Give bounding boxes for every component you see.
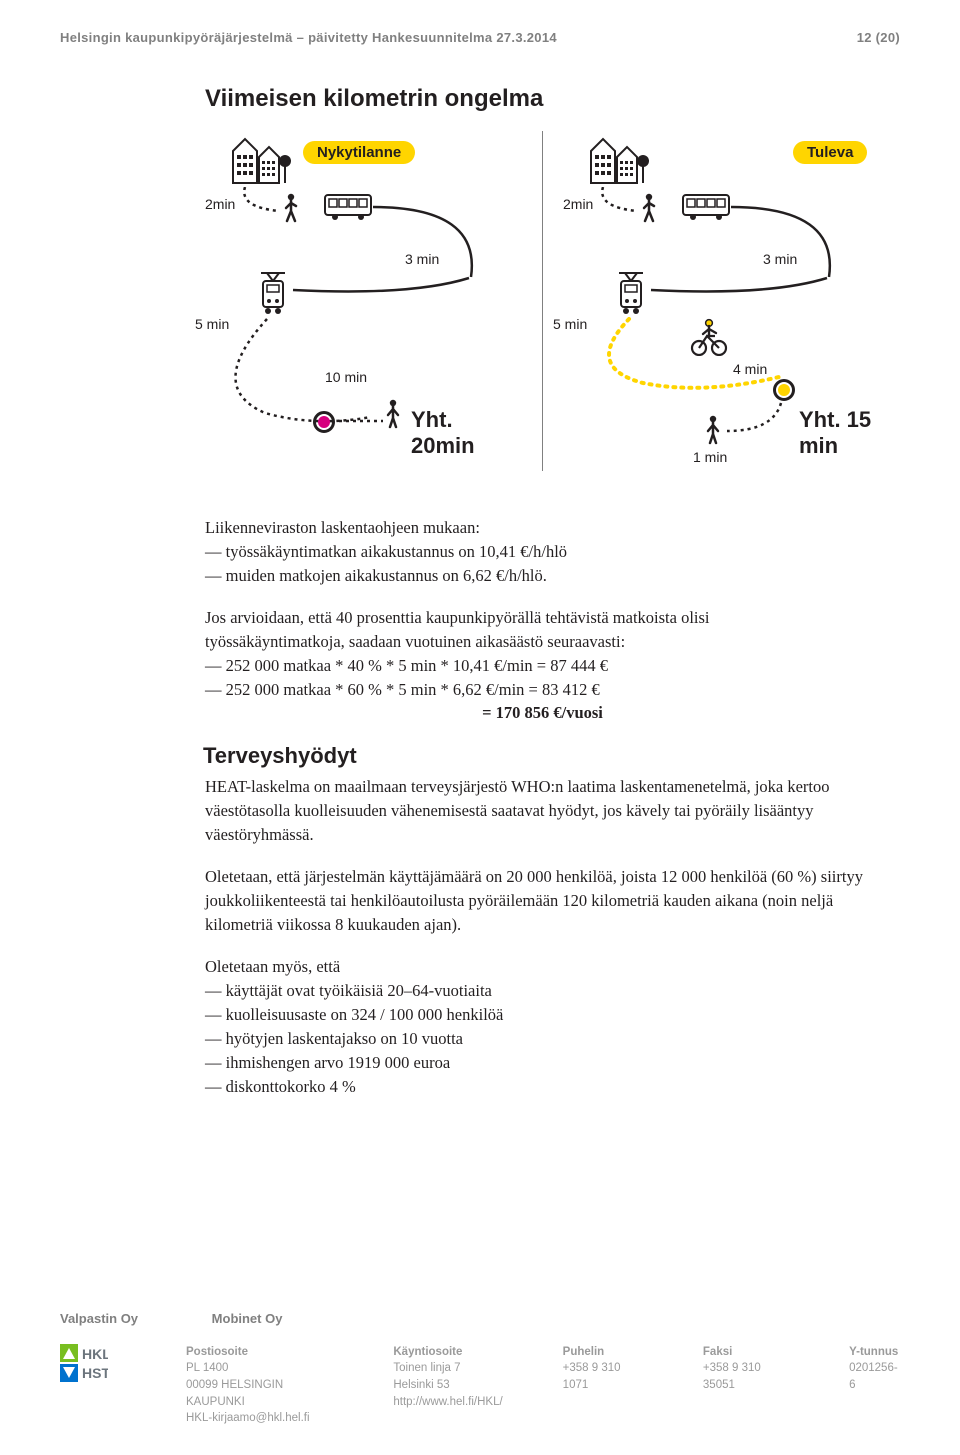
paragraph-4: Oletetaan, että järjestelmän käyttäjämää… xyxy=(205,865,880,937)
paragraph-3: HEAT-laskelma on maailmaan terveysjärjes… xyxy=(205,775,880,847)
dashed-path-1 xyxy=(239,187,289,224)
dashed-path-3 xyxy=(723,401,783,446)
svg-text:HST: HST xyxy=(82,1365,108,1381)
label-2min: 2min xyxy=(563,196,593,212)
dashed-path-3 xyxy=(337,413,387,438)
page-footer: Valpastin Oy Mobinet Oy HKL HST Postioso… xyxy=(60,1311,900,1427)
panel-divider xyxy=(542,131,543,471)
building-icon xyxy=(231,131,291,190)
solid-path-1 xyxy=(729,201,849,286)
solid-path-2 xyxy=(649,276,829,311)
panel-current: Nykytilanne 2min 3 min xyxy=(205,131,522,471)
paragraph-1: Liikenneviraston laskentaohjeen mukaan: … xyxy=(205,516,880,588)
tram-icon xyxy=(615,271,647,320)
footer-columns: Postiosoite PL 1400 00099 HELSINGIN KAUP… xyxy=(126,1344,900,1427)
label-10min: 10 min xyxy=(325,369,367,385)
total-current: Yht. 20min xyxy=(411,407,522,459)
total-future: Yht. 15 min xyxy=(799,407,880,459)
solid-path-2 xyxy=(291,276,471,311)
hkl-logo-icon: HKL HST xyxy=(60,1344,108,1391)
svg-text:HKL: HKL xyxy=(82,1346,108,1362)
footer-col-postiosoite: Postiosoite PL 1400 00099 HELSINGIN KAUP… xyxy=(186,1344,333,1427)
company-2: Mobinet Oy xyxy=(212,1311,283,1326)
label-1min: 1 min xyxy=(693,449,727,465)
paragraph-5: Oletetaan myös, että — käyttäjät ovat ty… xyxy=(205,955,880,1099)
label-2min: 2min xyxy=(205,196,235,212)
label-5min: 5 min xyxy=(553,316,587,332)
label-3min: 3 min xyxy=(405,251,439,267)
person-icon xyxy=(385,399,401,434)
footer-companies: Valpastin Oy Mobinet Oy xyxy=(60,1311,900,1326)
destination-dot xyxy=(773,379,795,401)
dashed-path-1 xyxy=(597,187,647,224)
panel-future: Tuleva 2min 3 min xyxy=(563,131,880,471)
company-1: Valpastin Oy xyxy=(60,1311,138,1326)
page-header: Helsingin kaupunkipyöräjärjestelmä – päi… xyxy=(60,30,900,45)
bus-icon xyxy=(681,193,731,226)
footer-col-puhelin: Puhelin +358 9 310 1071 xyxy=(563,1344,643,1427)
label-3min: 3 min xyxy=(763,251,797,267)
header-page-number: 12 (20) xyxy=(857,30,900,45)
paragraph-2: Jos arvioidaan, että 40 prosenttia kaupu… xyxy=(205,606,880,726)
footer-col-kayntiosoite: Käyntiosoite Toinen linja 7 Helsinki 53 … xyxy=(393,1344,502,1427)
infographic-container: Nykytilanne 2min 3 min xyxy=(205,131,880,471)
person-icon xyxy=(705,415,721,450)
infographic-title: Viimeisen kilometrin ongelma xyxy=(205,85,880,113)
footer-col-ytunnus: Y-tunnus 0201256-6 xyxy=(849,1344,900,1427)
destination-dot xyxy=(313,411,335,433)
tram-icon xyxy=(257,271,289,320)
label-4min: 4 min xyxy=(733,361,767,377)
bus-icon xyxy=(323,193,373,226)
heading-terveyshyodyt: Terveyshyödyt xyxy=(203,743,880,769)
tag-current: Nykytilanne xyxy=(303,141,415,164)
footer-col-faksi: Faksi +358 9 310 35051 xyxy=(703,1344,789,1427)
cyclist-icon xyxy=(689,316,729,361)
tag-future: Tuleva xyxy=(793,141,867,164)
building-icon xyxy=(589,131,649,190)
solid-path-1 xyxy=(371,201,491,286)
header-doc-title: Helsingin kaupunkipyöräjärjestelmä – päi… xyxy=(60,30,557,45)
